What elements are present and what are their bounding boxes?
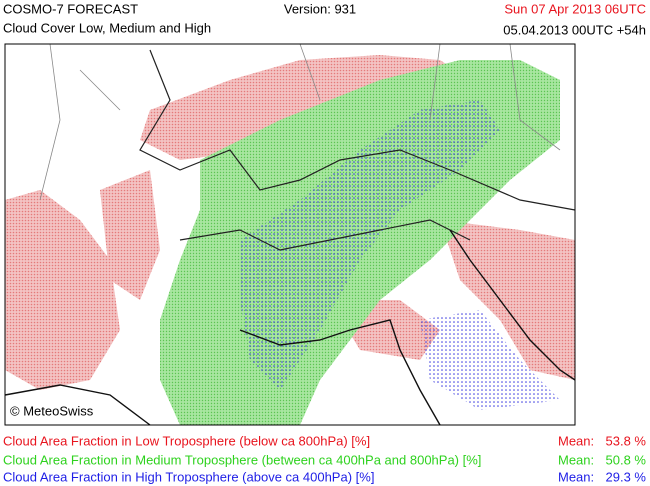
border xyxy=(39,43,561,201)
map: © MeteoSwiss xyxy=(4,43,576,426)
legend-label: Cloud Area Fraction in Medium Tropospher… xyxy=(3,452,481,467)
low-cloud xyxy=(5,190,120,390)
valid-time: Sun 07 Apr 2013 06UTC xyxy=(504,1,646,16)
mean-value: 53.8 % xyxy=(606,433,647,448)
mean-value: 50.8 % xyxy=(606,452,647,467)
low-cloud xyxy=(440,220,575,380)
border xyxy=(179,219,471,251)
mean-value: 29.3 % xyxy=(606,469,647,484)
mean-label: Mean: xyxy=(558,452,594,467)
coastline xyxy=(4,384,151,426)
legend-label: Cloud Area Fraction in High Troposphere … xyxy=(3,469,374,484)
mean-label: Mean: xyxy=(558,433,594,448)
title: COSMO-7 FORECAST xyxy=(3,1,138,16)
low-cloud xyxy=(100,170,160,300)
run-time: 05.04.2013 00UTC +54h xyxy=(503,22,646,37)
subtitle: Cloud Cover Low, Medium and High xyxy=(3,20,211,35)
map-frame xyxy=(4,43,576,426)
version: Version: 931 xyxy=(284,1,356,16)
credit: © MeteoSwiss xyxy=(10,403,94,418)
high-cloud xyxy=(420,310,560,410)
mean-label: Mean: xyxy=(558,469,594,484)
coastline xyxy=(239,319,441,426)
border xyxy=(139,49,576,211)
high-cloud xyxy=(240,100,500,390)
coastline xyxy=(449,229,576,381)
legend-label: Cloud Area Fraction in Low Troposphere (… xyxy=(3,433,370,448)
legend: Cloud Area Fraction in Low Troposphere (… xyxy=(3,433,646,484)
